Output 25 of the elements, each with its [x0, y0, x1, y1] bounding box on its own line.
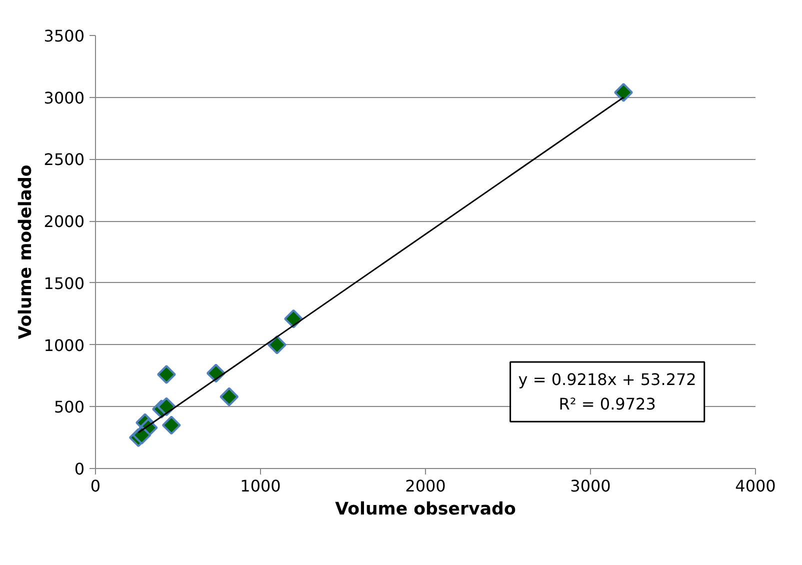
point	[156, 397, 176, 416]
x-axis-title: Volume observado	[335, 500, 516, 520]
point	[220, 387, 239, 406]
y-tick-label: 2000	[44, 212, 84, 232]
y-tick-label: 3000	[44, 88, 84, 108]
annotation: y = 0.9218x + 53.272	[518, 370, 696, 389]
y-tick-label: 500	[54, 398, 85, 417]
x-tick-label: 1000	[240, 476, 281, 496]
point	[156, 364, 176, 384]
point	[132, 426, 152, 445]
point	[162, 416, 181, 435]
y-tick-label: 3500	[44, 26, 84, 46]
y-tick-label: 1000	[44, 336, 84, 355]
annotation: R² = 0.9723	[558, 394, 656, 414]
y-tick-label: 1500	[44, 274, 84, 293]
x-tick-label: 3000	[570, 476, 611, 496]
x-tick-label: 0	[90, 476, 101, 496]
point	[284, 309, 303, 328]
y-tick-label: 0	[74, 460, 85, 478]
point	[614, 82, 633, 102]
point	[268, 335, 286, 354]
x-tick-label: 2000	[405, 476, 446, 496]
y-tick-label: 2500	[44, 150, 84, 170]
x-tick-label: 4000	[735, 476, 776, 496]
y-axis-title: Volume modelado	[16, 164, 36, 340]
